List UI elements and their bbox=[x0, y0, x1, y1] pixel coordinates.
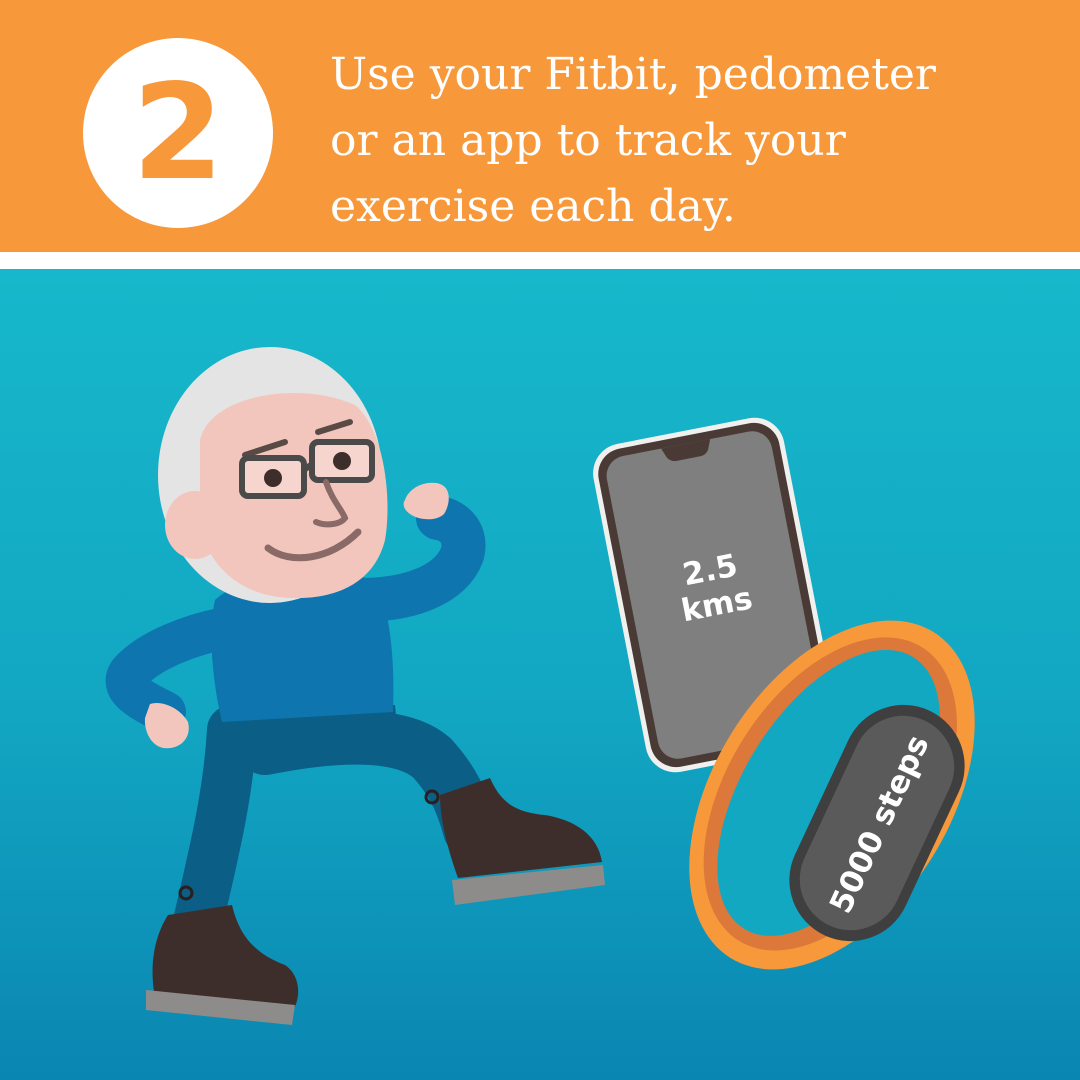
smile bbox=[264, 528, 362, 562]
headline-line-3: exercise each day. bbox=[330, 181, 736, 232]
white-divider bbox=[0, 252, 1080, 269]
phone-notch bbox=[661, 439, 711, 462]
headline-line-1: Use your Fitbit, pedometer bbox=[330, 49, 936, 100]
right-eyebrow bbox=[315, 419, 353, 435]
raised-fist bbox=[403, 482, 449, 520]
step-number: 2 bbox=[132, 56, 224, 210]
left-eyebrow bbox=[242, 439, 288, 458]
header-banner: 2 Use your Fitbit, pedometer or an app t… bbox=[0, 0, 1080, 252]
fitness-tracker-illustration: 5000 steps bbox=[689, 620, 975, 970]
phone-screen bbox=[606, 431, 824, 759]
headline: Use your Fitbit, pedometer or an app to … bbox=[330, 42, 1050, 240]
pants bbox=[218, 705, 400, 770]
glasses-icon bbox=[239, 439, 375, 499]
front-boot bbox=[424, 778, 605, 905]
walking-man-illustration bbox=[105, 347, 605, 1025]
raised-arm bbox=[338, 496, 486, 622]
nose bbox=[313, 479, 349, 528]
headline-line-2: or an app to track your bbox=[330, 115, 846, 166]
man-head bbox=[158, 347, 388, 603]
tracker-screen bbox=[799, 715, 955, 931]
back-boot bbox=[146, 885, 299, 1025]
step-number-badge: 2 bbox=[83, 38, 273, 228]
back-arm bbox=[105, 607, 246, 733]
back-hand bbox=[144, 702, 189, 749]
